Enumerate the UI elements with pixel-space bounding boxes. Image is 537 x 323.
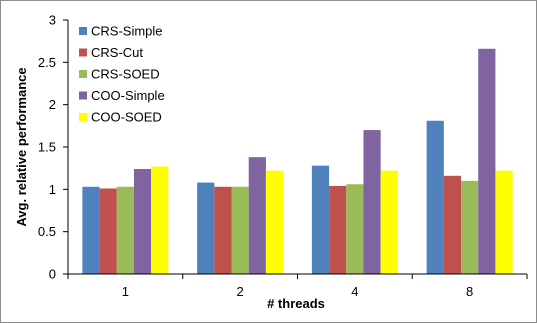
y-tick-label: 0.5 bbox=[38, 224, 56, 239]
bar-crs-cut-8 bbox=[443, 175, 462, 274]
x-tick-label: 4 bbox=[351, 284, 358, 299]
bar-crs-simple-2 bbox=[197, 182, 215, 274]
bar-crs-soed-1 bbox=[116, 186, 134, 274]
bar-coo-simple-2 bbox=[248, 157, 266, 274]
bar-coo-soed-8 bbox=[495, 170, 513, 274]
bar-crs-cut-4 bbox=[329, 185, 347, 274]
bar-coo-simple-8 bbox=[478, 48, 496, 274]
bar-coo-soed-1 bbox=[151, 166, 169, 274]
bar-crs-simple-4 bbox=[311, 165, 330, 274]
bar-crs-simple-8 bbox=[426, 120, 444, 275]
y-tick-label: 2.5 bbox=[38, 55, 56, 70]
x-tick-label: 2 bbox=[237, 284, 244, 299]
bar-coo-soed-2 bbox=[265, 170, 284, 274]
legend-label: CRS-Simple bbox=[91, 24, 163, 39]
y-tick-label: 0 bbox=[49, 267, 56, 282]
bar-crs-soed-8 bbox=[461, 180, 479, 274]
bar-crs-soed-2 bbox=[231, 186, 249, 274]
bar-coo-soed-4 bbox=[380, 170, 398, 274]
bars-group bbox=[82, 48, 513, 275]
y-tick-label: 2 bbox=[49, 97, 56, 112]
y-tick-label: 1 bbox=[49, 182, 56, 197]
legend-swatch bbox=[79, 91, 87, 100]
bar-coo-simple-1 bbox=[133, 169, 152, 274]
x-tick-label: 8 bbox=[466, 284, 473, 299]
bar-crs-simple-1 bbox=[82, 186, 100, 274]
y-axis-title: Avg. relative performance bbox=[14, 67, 29, 226]
bar-crs-soed-4 bbox=[346, 184, 364, 274]
legend-swatch bbox=[79, 48, 87, 57]
legend-swatch bbox=[79, 70, 87, 78]
legend: CRS-Simple CRS-Cut CRS-SOED COO-Simple COO-S… bbox=[79, 24, 165, 125]
legend-label: COO-Simple bbox=[91, 88, 165, 103]
legend-label: COO-SOED bbox=[91, 110, 162, 125]
bar-crs-cut-1 bbox=[99, 188, 117, 274]
x-tick-label: 1 bbox=[122, 284, 129, 299]
x-axis-title: # threads bbox=[267, 296, 325, 311]
x-ticks-group: 1 2 4 8 bbox=[67, 274, 528, 299]
legend-swatch bbox=[79, 27, 87, 35]
bar-crs-cut-2 bbox=[214, 186, 232, 274]
legend-swatch bbox=[79, 113, 87, 121]
y-tick-label: 3 bbox=[49, 13, 56, 28]
bar-coo-simple-4 bbox=[363, 130, 381, 274]
y-ticks-group: 0 0.5 1 1.5 2 2.5 3 bbox=[38, 13, 68, 282]
y-tick-label: 1.5 bbox=[38, 140, 56, 155]
legend-label: CRS-Cut bbox=[91, 45, 143, 60]
legend-label: CRS-SOED bbox=[91, 67, 160, 82]
